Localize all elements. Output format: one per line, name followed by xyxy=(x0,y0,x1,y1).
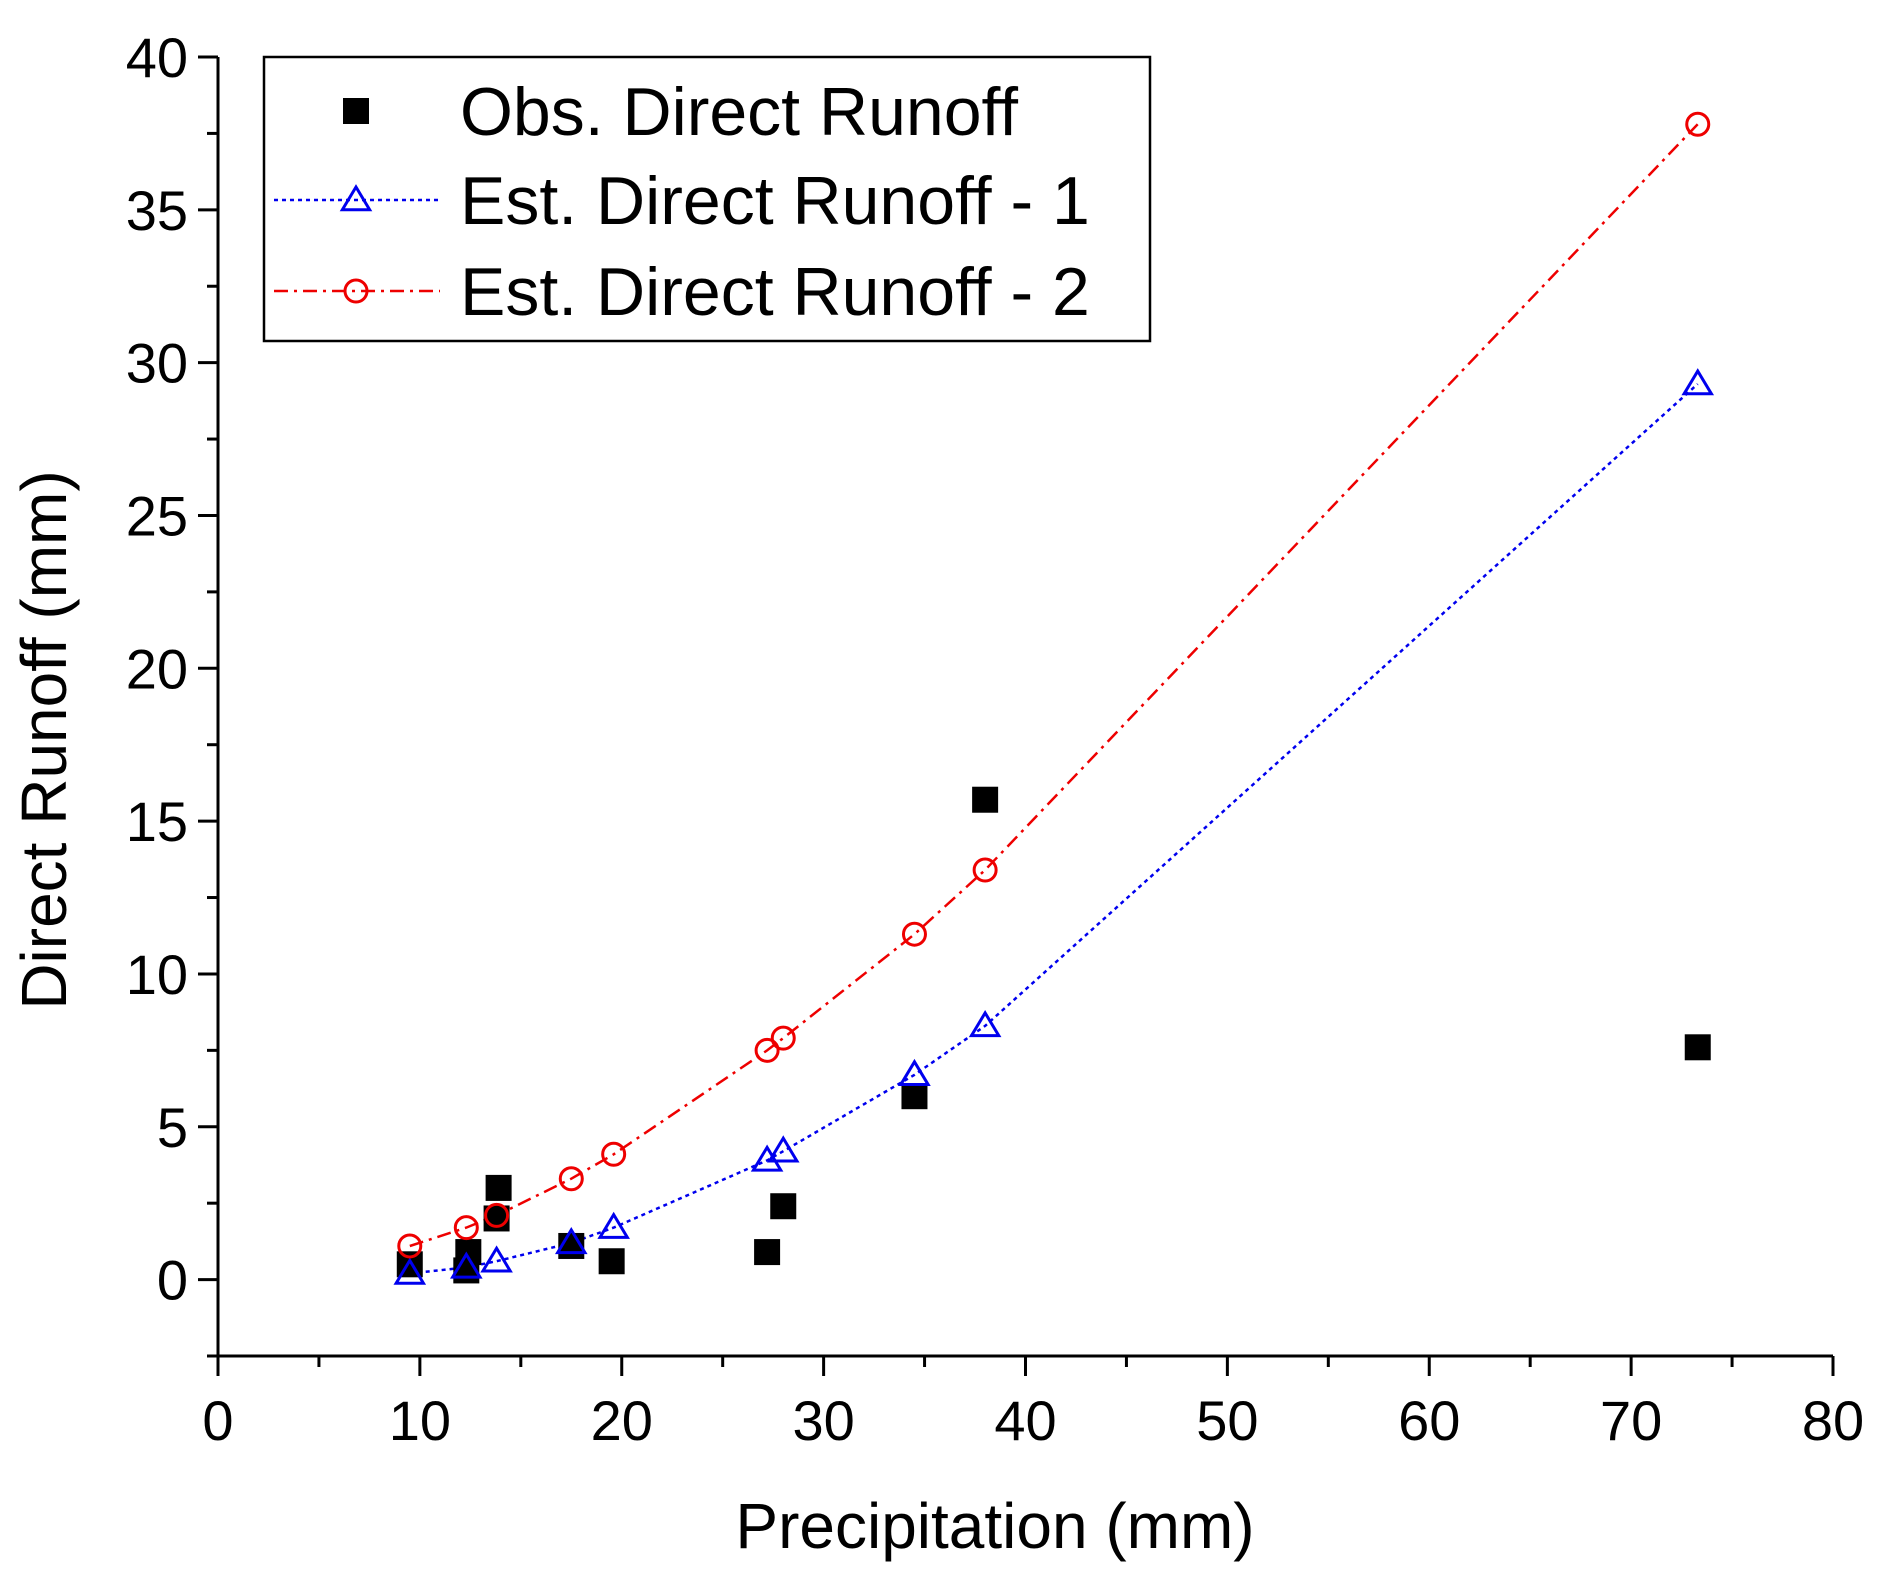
y-tick-label: 25 xyxy=(126,484,188,547)
y-tick-label: 20 xyxy=(126,637,188,700)
x-tick-label: 0 xyxy=(202,1389,233,1452)
data-point-series-1 xyxy=(598,1248,625,1275)
data-point-series-2 xyxy=(480,1245,513,1273)
y-tick-label: 0 xyxy=(157,1249,188,1312)
legend-marker-3 xyxy=(343,278,369,304)
x-tick-label: 10 xyxy=(389,1389,451,1452)
legend: Obs. Direct Runoff Est. Direct Runoff - 1… xyxy=(262,55,1152,343)
data-point-series-2 xyxy=(766,1135,800,1163)
data-point-series-2 xyxy=(597,1211,630,1239)
x-tick-label: 60 xyxy=(1398,1389,1460,1452)
y-tick-label: 5 xyxy=(157,1096,188,1159)
data-point-series-1 xyxy=(972,786,999,813)
data-point-series-1 xyxy=(754,1239,781,1266)
x-tick-label: 70 xyxy=(1600,1389,1662,1452)
data-point-series-3 xyxy=(601,1141,627,1167)
data-point-series-3 xyxy=(901,921,927,947)
y-tick-label: 10 xyxy=(126,943,188,1006)
x-tick-label: 50 xyxy=(1196,1389,1258,1452)
y-tick-label: 35 xyxy=(126,179,188,242)
series-line-3 xyxy=(409,123,1699,1248)
legend-marker-1 xyxy=(343,98,369,124)
data-point-series-3 xyxy=(1685,111,1711,137)
data-point-series-1 xyxy=(1684,1034,1711,1061)
x-tick-label: 20 xyxy=(591,1389,653,1452)
data-point-series-3 xyxy=(972,857,998,883)
x-tick-label: 30 xyxy=(792,1389,854,1452)
data-point-series-1 xyxy=(901,1083,928,1110)
y-tick-label: 40 xyxy=(126,26,188,89)
data-point-series-2 xyxy=(1681,368,1715,396)
data-point-series-2 xyxy=(450,1251,483,1279)
series-layer xyxy=(393,111,1715,1285)
data-point-series-3 xyxy=(770,1025,796,1051)
x-tick-label: 40 xyxy=(994,1389,1056,1452)
data-point-series-2 xyxy=(393,1257,427,1285)
data-point-series-3 xyxy=(558,1166,584,1192)
data-point-series-3 xyxy=(453,1215,479,1241)
axes-layer: 0 10 20 30 40 50 60 70 80 0 5 10 15 20 25 30 35 40 xyxy=(126,26,1864,1452)
data-point-series-1 xyxy=(485,1174,512,1201)
data-point-series-1 xyxy=(455,1239,482,1266)
data-point-series-3 xyxy=(484,1202,510,1228)
legend-label-1: Obs. Direct Runoff xyxy=(460,74,1018,150)
y-axis-title: Direct Runoff (mm) xyxy=(8,470,80,1009)
y-tick-label: 30 xyxy=(126,332,188,395)
data-point-series-2 xyxy=(968,1009,1002,1038)
legend-label-3: Est. Direct Runoff - 2 xyxy=(460,254,1090,330)
x-axis-title: Precipitation (mm) xyxy=(735,1490,1254,1562)
data-point-series-2 xyxy=(554,1226,588,1255)
data-point-series-3 xyxy=(754,1037,780,1063)
data-point-series-2 xyxy=(750,1144,784,1172)
y-tick-label: 15 xyxy=(126,790,188,853)
legend-marker-2 xyxy=(339,184,373,212)
data-point-series-3 xyxy=(397,1233,423,1259)
data-point-series-2 xyxy=(898,1058,931,1087)
series-line-2 xyxy=(409,383,1699,1275)
legend-label-2: Est. Direct Runoff - 1 xyxy=(460,163,1090,239)
data-point-series-1 xyxy=(770,1193,797,1220)
x-tick-label: 80 xyxy=(1802,1389,1864,1452)
